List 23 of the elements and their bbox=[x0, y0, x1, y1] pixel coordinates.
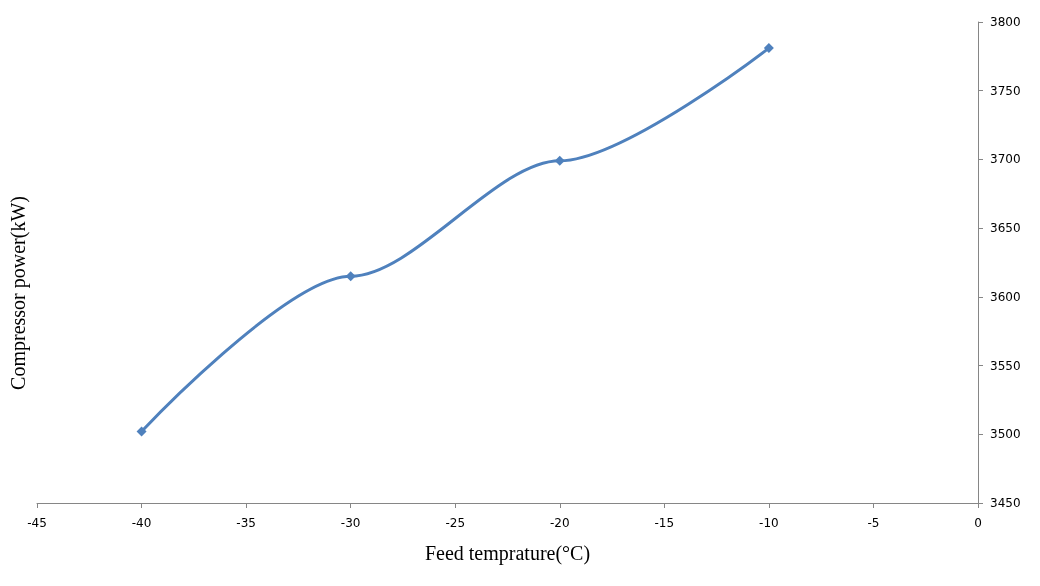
x-axis-title: Feed temprature(°C) bbox=[424, 542, 591, 565]
x-tick-label: -35 bbox=[236, 516, 256, 530]
x-tick-label: -20 bbox=[549, 516, 570, 530]
y-tick-label: 3550 bbox=[990, 358, 1021, 373]
x-tick-label: -10 bbox=[759, 516, 779, 530]
y-tick-label: 3800 bbox=[990, 15, 1021, 29]
y-tick-label: 3450 bbox=[990, 496, 1021, 510]
point bbox=[554, 155, 565, 166]
y-tick-label: 3500 bbox=[990, 427, 1021, 442]
y-axis-title: Compressor power(kW) bbox=[7, 196, 30, 390]
x-tick-label: -45 bbox=[27, 516, 47, 530]
y-tick-label: 3650 bbox=[990, 221, 1021, 236]
y-tick-label: 3600 bbox=[990, 289, 1021, 304]
x-tick-label: 0 bbox=[974, 516, 982, 530]
y-tick-label: 3700 bbox=[990, 152, 1021, 167]
x-tick-label: -40 bbox=[131, 516, 152, 530]
point bbox=[763, 43, 774, 54]
x-tick-label: -30 bbox=[340, 516, 361, 530]
x-tick-label: -5 bbox=[867, 516, 880, 530]
point bbox=[136, 426, 147, 437]
y-tick-label: 3750 bbox=[990, 83, 1021, 98]
x-tick-label: -25 bbox=[445, 516, 466, 530]
x-tick-label: -15 bbox=[654, 516, 675, 530]
